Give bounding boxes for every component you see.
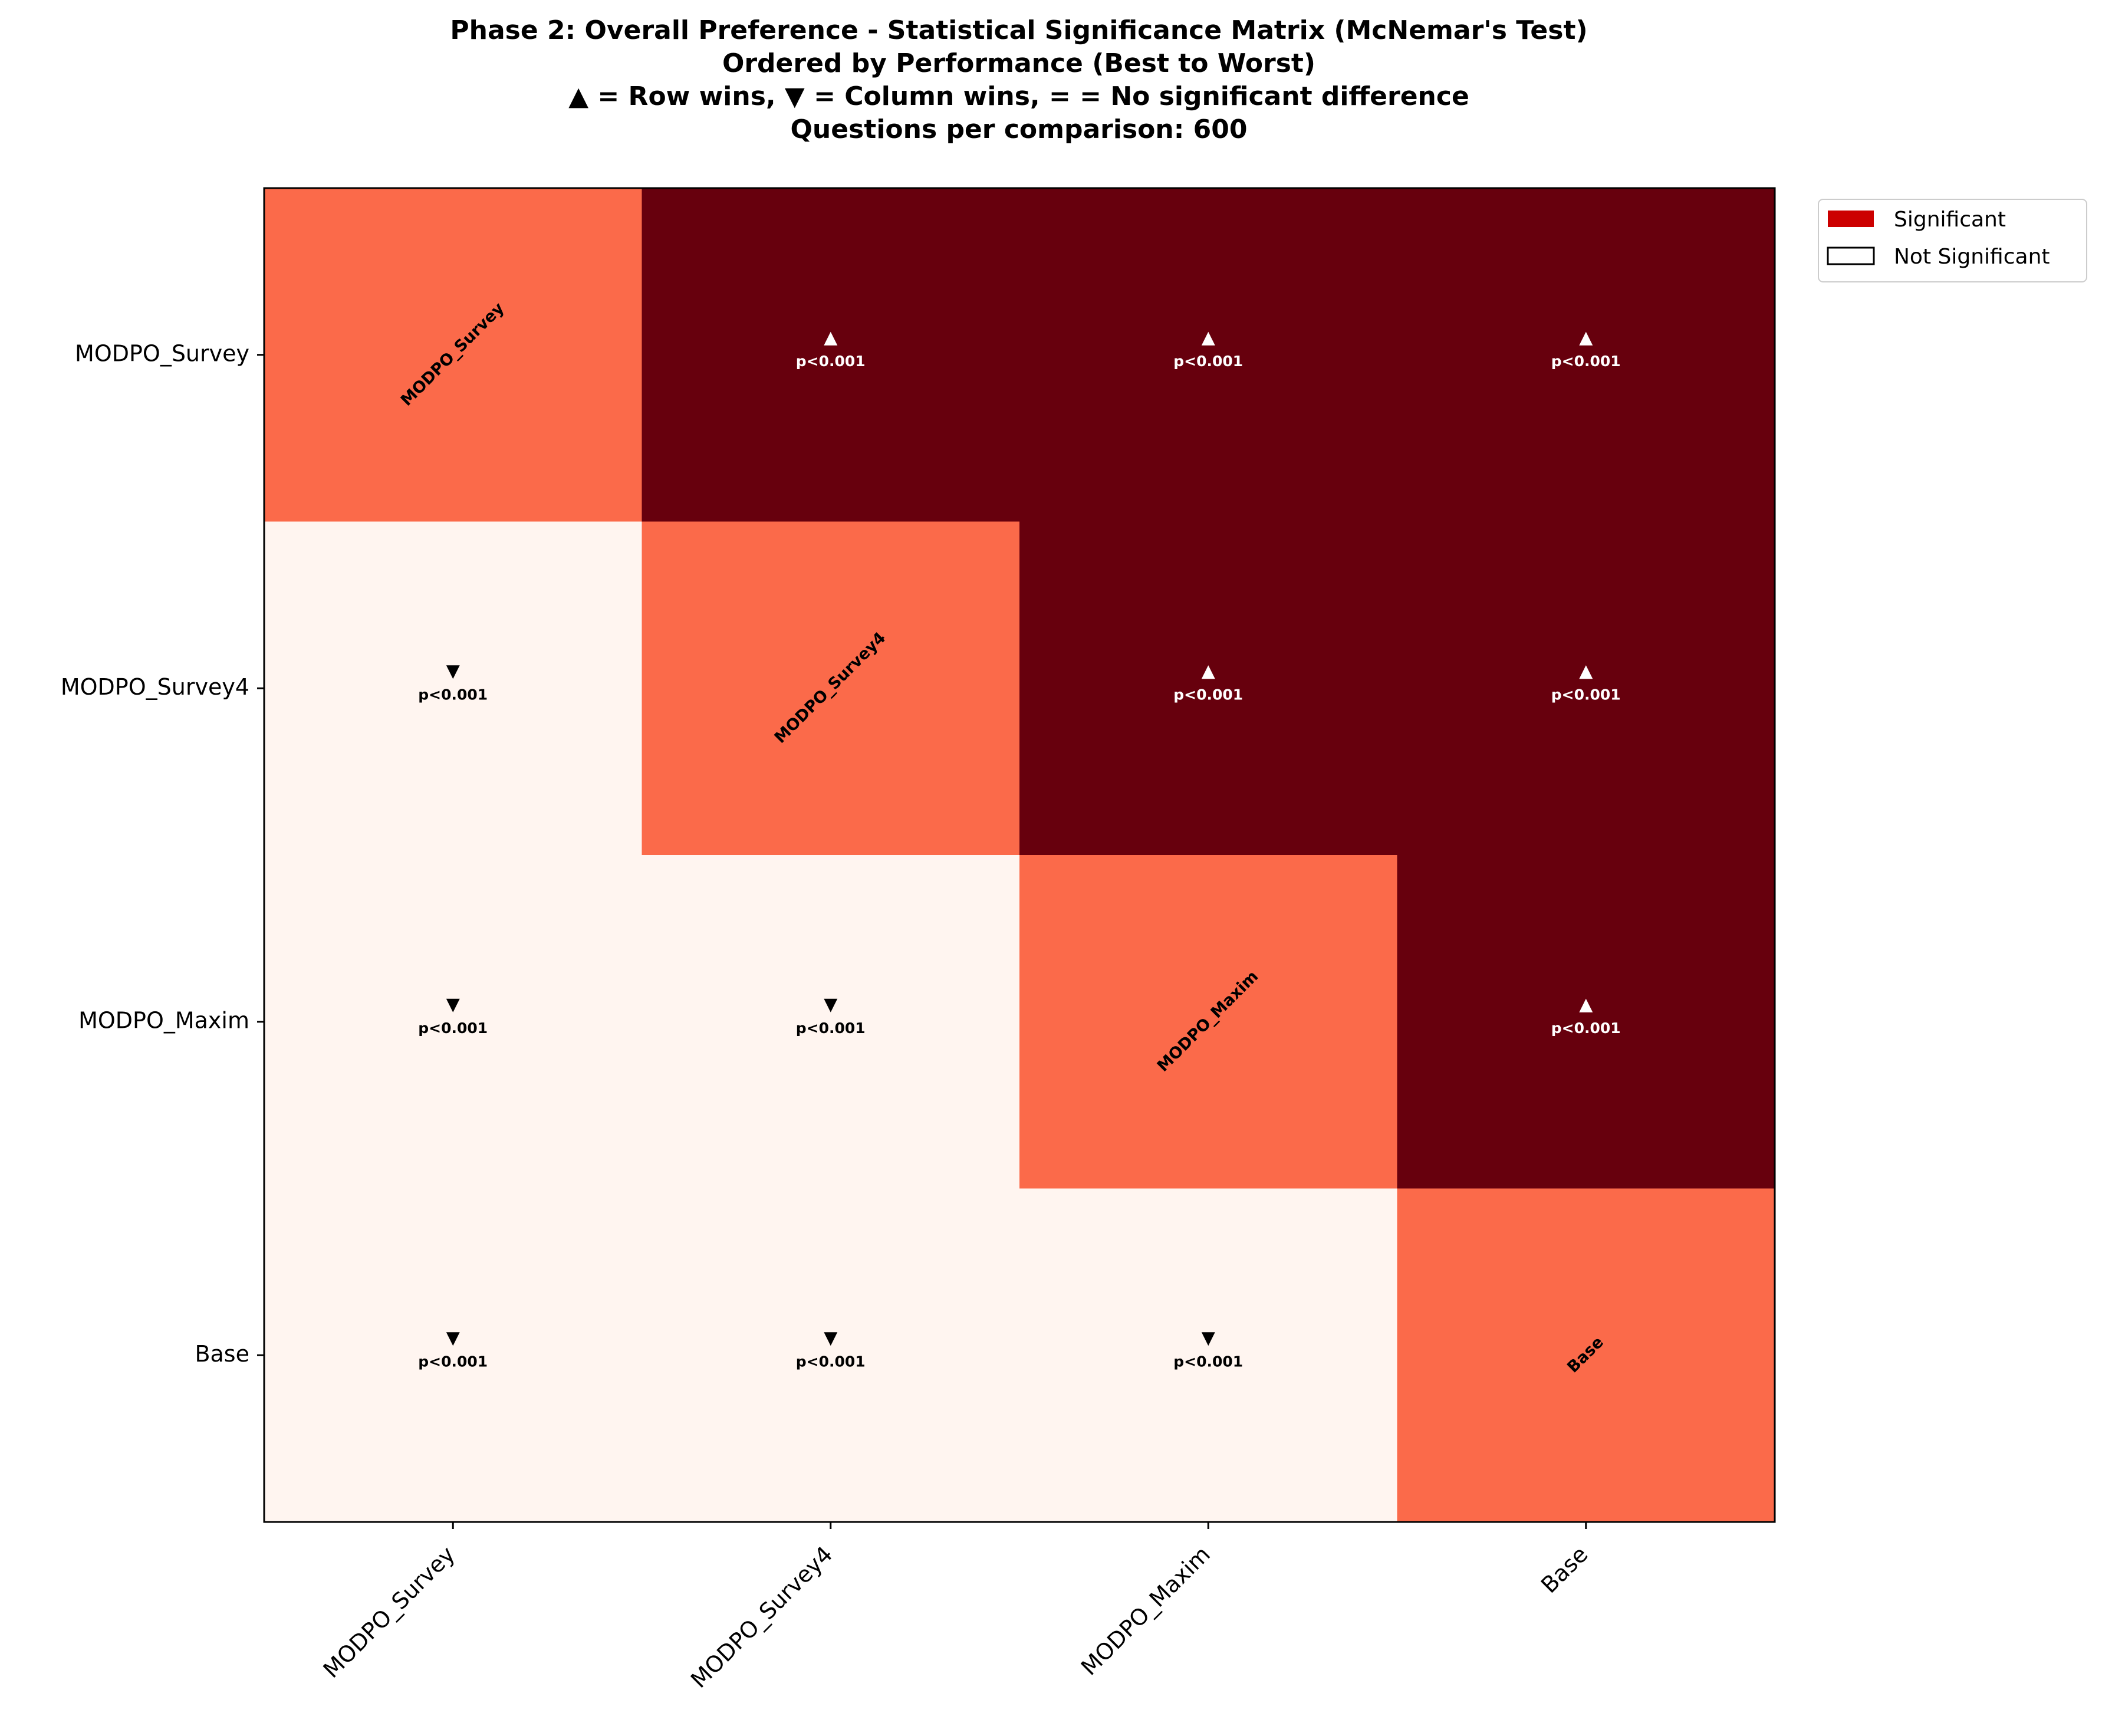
column-wins-marker: ▼ — [446, 994, 460, 1015]
row-wins-marker: ▲ — [1202, 327, 1215, 348]
matrix-cell-row-win — [1019, 521, 1397, 856]
title-line-2: Ordered by Performance (Best to Worst) — [722, 48, 1315, 78]
p-value-label: p<0.001 — [1173, 686, 1243, 703]
matrix-cell-col-win — [264, 521, 642, 856]
title-line-1: Phase 2: Overall Preference - Statistica… — [450, 15, 1587, 45]
p-value-label: p<0.001 — [418, 1020, 488, 1037]
x-axis-ticks: MODPO_Survey MODPO_Survey4 MODPO_Maxim Base — [318, 1522, 1593, 1693]
x-tick-label: MODPO_Survey4 — [686, 1541, 837, 1693]
legend-frame — [1818, 199, 2087, 282]
matrix-cell-col-win — [1019, 1188, 1397, 1523]
row-wins-marker: ▲ — [1579, 660, 1593, 681]
matrix-cell-col-win — [642, 1188, 1020, 1523]
heatmap-cells — [264, 188, 1775, 1523]
y-tick-label: MODPO_Survey — [75, 340, 249, 366]
column-wins-marker: ▼ — [1202, 1327, 1215, 1348]
matrix-cell-col-win — [264, 1188, 642, 1523]
p-value-label: p<0.001 — [796, 1353, 866, 1370]
matrix-cell-row-win — [642, 188, 1020, 522]
p-value-label: p<0.001 — [1173, 1353, 1243, 1370]
legend-swatch-significant — [1828, 211, 1874, 227]
y-tick-label: MODPO_Survey4 — [61, 674, 249, 700]
matrix-cell-diag — [1397, 1188, 1775, 1523]
legend-label-not-significant: Not Significant — [1894, 245, 2050, 269]
row-wins-marker: ▲ — [1579, 994, 1593, 1015]
matrix-cell-row-win — [1019, 188, 1397, 522]
x-tick-label: MODPO_Survey — [318, 1541, 460, 1683]
chart-title: Phase 2: Overall Preference - Statistica… — [450, 15, 1587, 144]
matrix-cell-diag — [1019, 855, 1397, 1189]
matrix-cell-col-win — [642, 855, 1020, 1189]
p-value-label: p<0.001 — [796, 1020, 866, 1037]
y-tick-label: MODPO_Maxim — [78, 1007, 249, 1033]
plot-frame — [263, 187, 1776, 1523]
legend-swatch-not-significant — [1827, 246, 1875, 265]
row-wins-marker: ▲ — [824, 327, 837, 348]
title-line-4: Questions per comparison: 600 — [791, 114, 1248, 144]
legend: Significant Not Significant — [1818, 199, 2087, 282]
p-value-label: p<0.001 — [796, 353, 866, 370]
title-line-3: ▲ = Row wins, ▼ = Column wins, = = No si… — [568, 81, 1469, 111]
x-tick-label: MODPO_Maxim — [1076, 1541, 1215, 1681]
matrix-cell-diag — [642, 521, 1020, 856]
column-wins-marker: ▼ — [446, 1327, 460, 1348]
matrix-cell-diag — [264, 188, 642, 522]
row-wins-marker: ▲ — [1202, 660, 1215, 681]
p-value-label: p<0.001 — [1551, 353, 1621, 370]
p-value-label: p<0.001 — [1173, 353, 1243, 370]
column-wins-marker: ▼ — [824, 994, 837, 1015]
p-value-label: p<0.001 — [1551, 1020, 1621, 1037]
matrix-cell-row-win — [1397, 855, 1775, 1189]
p-value-label: p<0.001 — [418, 1353, 488, 1370]
matrix-cell-row-win — [1397, 521, 1775, 856]
p-value-label: p<0.001 — [1551, 686, 1621, 703]
x-tick-label: Base — [1536, 1541, 1593, 1599]
y-tick-label: Base — [195, 1341, 249, 1367]
row-wins-marker: ▲ — [1579, 327, 1593, 348]
legend-label-significant: Significant — [1894, 208, 2006, 232]
matrix-cell-row-win — [1397, 188, 1775, 522]
y-axis-ticks: MODPO_Survey MODPO_Survey4 MODPO_Maxim Base — [61, 340, 264, 1367]
matrix-cell-col-win — [264, 855, 642, 1189]
column-wins-marker: ▼ — [446, 660, 460, 681]
column-wins-marker: ▼ — [824, 1327, 837, 1348]
p-value-label: p<0.001 — [418, 686, 488, 703]
